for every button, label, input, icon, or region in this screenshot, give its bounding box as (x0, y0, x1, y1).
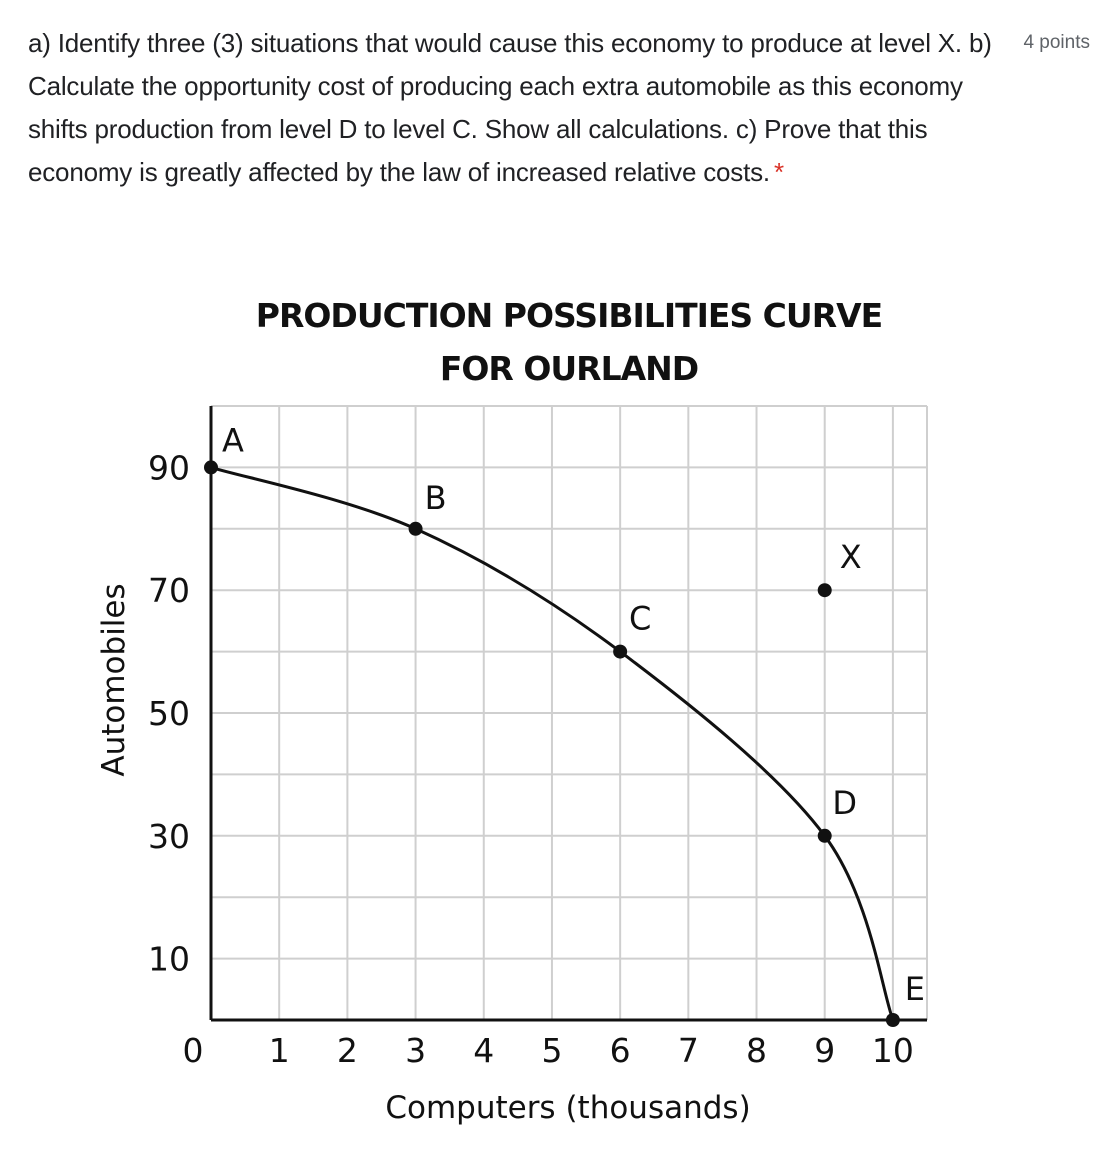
chart-title: PRODUCTION POSSIBILITIES CURVE (256, 296, 882, 335)
point-label-a: A (222, 421, 244, 459)
x-tick-label: 9 (814, 1031, 835, 1070)
x-tick-label: 1 (269, 1031, 290, 1070)
point-label-x: X (840, 538, 862, 576)
x-tick-label: 3 (405, 1031, 426, 1070)
point-c (613, 644, 628, 659)
point-label-c: C (629, 600, 651, 638)
y-tick-label: 50 (148, 694, 190, 733)
chart-subtitle: FOR OURLAND (440, 349, 698, 388)
x-axis-label: Computers (thousands) (385, 1090, 750, 1126)
x-tick-label: 10 (872, 1031, 914, 1070)
point-label-e: E (905, 970, 925, 1008)
x-tick-label: 5 (541, 1031, 562, 1070)
point-label-d: D (832, 784, 857, 822)
point-label-b: B (425, 479, 447, 517)
point-e (885, 1013, 900, 1027)
x-tick-label: 7 (678, 1031, 699, 1070)
y-tick-label: 90 (148, 448, 190, 487)
axes (209, 406, 927, 1022)
question-text: a) Identify three (3) situations that wo… (28, 28, 992, 187)
x-tick-label: 2 (337, 1031, 358, 1070)
x-tick-label: 0 (183, 1031, 204, 1070)
y-tick-label: 10 (148, 940, 190, 979)
grid (211, 405, 928, 1020)
point-b (408, 521, 423, 536)
required-asterisk: * (773, 157, 784, 187)
x-tick-label: 8 (746, 1031, 767, 1070)
y-tick-label: 30 (148, 817, 190, 856)
point-x (817, 583, 832, 598)
points-group: A B C D E X (204, 421, 925, 1027)
point-d (817, 828, 832, 843)
y-axis-label: Automobiles (96, 583, 132, 776)
point-a (204, 460, 218, 475)
x-tick-label: 6 (610, 1031, 631, 1070)
points-label: 4 points (1023, 32, 1090, 53)
y-tick-label: 70 (148, 571, 190, 610)
tick-labels: 0 1 2 3 4 5 6 7 8 9 10 90 70 50 30 10 (148, 448, 914, 1070)
x-tick-label: 4 (473, 1031, 494, 1070)
question-text-block: a) Identify three (3) situations that wo… (28, 22, 1008, 194)
